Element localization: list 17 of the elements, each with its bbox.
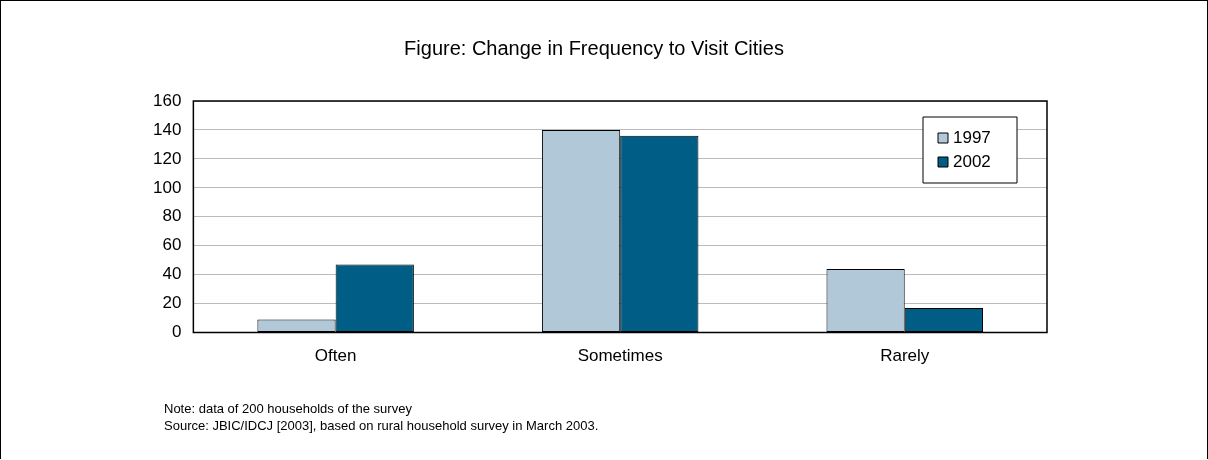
chart-title: Figure: Change in Frequency to Visit Cities xyxy=(404,36,784,59)
x-tick-label: Rarely xyxy=(880,346,930,366)
x-tick-label: Often xyxy=(314,346,357,366)
legend-label: 1997 xyxy=(953,127,991,147)
source-note: Source: JBIC/IDCJ [2003], based on rural household survey in March 2003. xyxy=(164,418,599,433)
y-tick-label: 140 xyxy=(152,119,182,139)
y-tick-label: 20 xyxy=(162,293,182,313)
y-tick-label: 60 xyxy=(162,235,182,255)
x-tick-label: Sometimes xyxy=(577,346,663,366)
y-tick-label: 40 xyxy=(162,264,182,284)
y-tick-label: 80 xyxy=(162,206,182,226)
legend-label: 2002 xyxy=(953,151,991,171)
y-tick-label: 0 xyxy=(171,322,182,342)
y-tick-label: 120 xyxy=(152,148,182,168)
text: Note: data of 200 households of the survey xyxy=(164,401,413,416)
y-tick-label: 160 xyxy=(152,90,182,110)
y-tick-label: 100 xyxy=(152,177,182,197)
